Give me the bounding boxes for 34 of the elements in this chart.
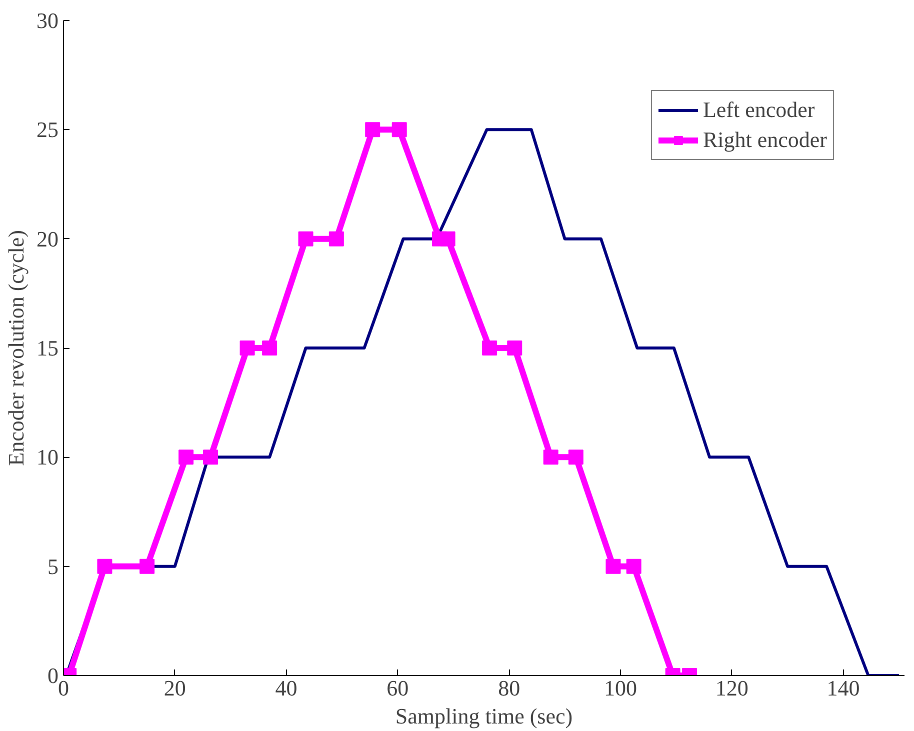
x-tick-label: 40 [275, 676, 298, 700]
y-tick-label: 5 [48, 554, 58, 579]
y-tick-label: 15 [36, 336, 58, 360]
legend-label: Left encoder [702, 97, 815, 123]
point [262, 340, 278, 356]
x-axis-title: Sampling time (sec) [395, 704, 573, 728]
point [178, 450, 194, 465]
point [328, 231, 344, 246]
point [568, 450, 584, 465]
point [626, 558, 642, 574]
y-tick-label: 25 [36, 117, 58, 142]
y-axis-title: Encoder revolution (cycle) [4, 230, 28, 466]
point [543, 450, 558, 465]
point [97, 558, 112, 574]
point [298, 231, 314, 246]
point [365, 122, 380, 138]
x-tick-label: 140 [826, 676, 860, 700]
x-tick-label: 60 [386, 676, 409, 700]
y-tick-label: 10 [36, 444, 58, 470]
point [140, 558, 155, 574]
y-tick-label: 20 [36, 226, 58, 252]
point [482, 340, 498, 356]
point [507, 340, 522, 356]
y-tick-label: 30 [36, 8, 58, 33]
x-tick-label: 20 [164, 676, 186, 700]
x-tick-label: 120 [715, 676, 748, 700]
point [240, 340, 255, 356]
point [203, 450, 218, 465]
x-tick-label: 100 [604, 676, 637, 700]
legend-label: Right encoder [702, 127, 827, 153]
x-tick-label: 80 [498, 676, 520, 700]
point [392, 122, 407, 138]
point [606, 558, 621, 574]
point [440, 231, 456, 246]
